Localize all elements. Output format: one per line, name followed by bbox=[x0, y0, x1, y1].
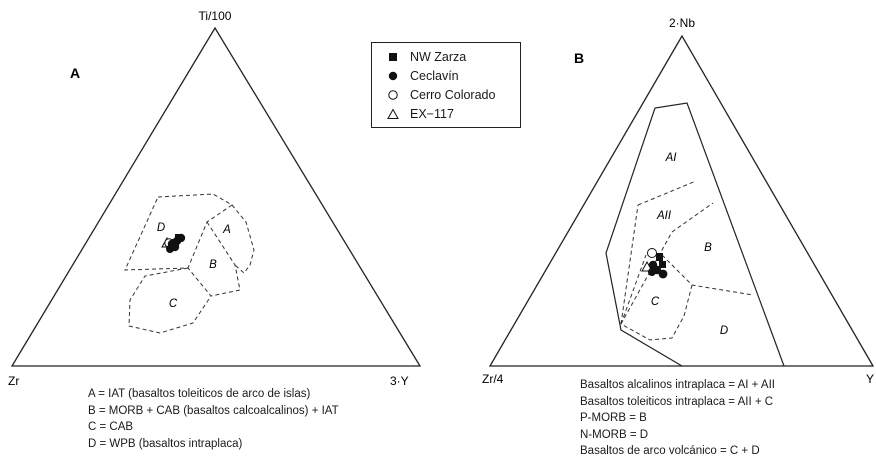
panel-b-solid-boundaries bbox=[605, 102, 785, 367]
panel-a-field-a-label: A bbox=[222, 224, 231, 236]
panel-b-aii-b-divider bbox=[671, 202, 714, 233]
panel-a-point-ceclavin bbox=[166, 245, 174, 253]
panel-b-point-ceclavin bbox=[648, 268, 656, 276]
panel-b-point-nw-zarza bbox=[659, 261, 666, 268]
panel-b: B 2·Nb Zr/4 Y AI AII B C D bbox=[482, 16, 875, 386]
open-circle-icon bbox=[388, 89, 398, 100]
panel-a-field-b-label: B bbox=[209, 259, 217, 271]
legend-label: Cerro Colorado bbox=[410, 87, 496, 102]
panel-a: A Ti/100 Zr 3·Y A B C D bbox=[8, 9, 422, 388]
panel-b-b-c-divider bbox=[661, 254, 754, 296]
panel-a-label: A bbox=[70, 65, 80, 81]
panel-b-notes: Basaltos alcalinos intraplaca = AI + AII… bbox=[580, 377, 775, 460]
panel-b-field-ai-label: AI bbox=[665, 152, 678, 164]
filled-circle-icon bbox=[388, 71, 398, 80]
panel-b-ai-aii-divider bbox=[637, 180, 697, 206]
legend-item-ceclavin: Ceclavín bbox=[386, 67, 459, 84]
legend-label: NW Zarza bbox=[410, 49, 467, 64]
panel-b-apex-right: Y bbox=[866, 372, 874, 386]
panel-a-apex-left: Zr bbox=[8, 374, 19, 388]
panel-b-dashed-boundaries bbox=[620, 180, 754, 341]
panel-a-field-d-label: D bbox=[157, 222, 165, 234]
panel-b-note: Basaltos de arco volcánico = C + D bbox=[580, 445, 760, 457]
legend-item-cerro-colorado: Cerro Colorado bbox=[386, 86, 495, 103]
panel-b-field-c-label: C bbox=[651, 296, 660, 308]
panel-b-label: B bbox=[574, 50, 584, 66]
panel-b-triangle bbox=[488, 34, 875, 367]
filled-square-icon bbox=[389, 52, 397, 61]
panel-a-field-c-boundary bbox=[128, 267, 212, 334]
panel-a-field-c-label: C bbox=[169, 298, 178, 310]
panel-b-field-d-label: D bbox=[720, 325, 728, 337]
panel-b-c-left-boundary-1 bbox=[620, 204, 639, 325]
panel-a-field-boundaries bbox=[124, 193, 255, 334]
panel-b-samples bbox=[641, 248, 668, 279]
panel-b-c-left-boundary-3 bbox=[620, 231, 673, 325]
panel-a-triangle bbox=[10, 26, 422, 367]
legend-item-nw-zarza: NW Zarza bbox=[386, 48, 466, 65]
panel-a-apex-right: 3·Y bbox=[390, 374, 409, 388]
panel-b-point-nw-zarza bbox=[656, 253, 663, 261]
panel-b-note: Basaltos alcalinos intraplaca = AI + AII bbox=[580, 379, 775, 391]
panel-b-note: Basaltos toleiticos intraplaca = AII + C bbox=[580, 395, 774, 408]
panel-a-note: B = MORB + CAB (basaltos calcoalcalinos)… bbox=[88, 404, 339, 417]
panel-b-ai-aii-outer-boundary bbox=[605, 102, 785, 367]
panel-a-note: D = WPB (basaltos intraplaca) bbox=[88, 437, 243, 450]
legend-label: EX−117 bbox=[410, 106, 454, 121]
panel-a-notes: A = IAT (basaltos toleiticos de arco de … bbox=[88, 386, 339, 452]
panel-b-c-left-boundary-2 bbox=[620, 254, 647, 325]
legend-label: Ceclavín bbox=[410, 68, 459, 83]
panel-b-point-ceclavin bbox=[658, 269, 668, 279]
panel-b-note: N-MORB = D bbox=[580, 428, 649, 441]
panel-a-apex-top: Ti/100 bbox=[199, 9, 232, 23]
panel-b-apex-top: 2·Nb bbox=[669, 16, 695, 30]
panel-b-field-b-label: B bbox=[704, 242, 712, 254]
panel-a-samples bbox=[161, 233, 186, 253]
panel-a-note: C = CAB bbox=[88, 421, 134, 433]
panel-b-note: P-MORB = B bbox=[580, 412, 647, 424]
panel-a-field-a-boundary bbox=[231, 204, 255, 274]
panel-a-note: A = IAT (basaltos toleiticos de arco de … bbox=[88, 388, 311, 400]
panel-b-c-lower-boundary bbox=[620, 284, 693, 341]
open-triangle-icon bbox=[387, 107, 399, 119]
panel-b-point-cerro-colorado bbox=[647, 248, 657, 258]
legend: NW Zarza Ceclavín Cerro Colorado EX−117 bbox=[371, 42, 521, 128]
panel-b-apex-left: Zr/4 bbox=[482, 372, 504, 386]
legend-item-ex117: EX−117 bbox=[386, 105, 454, 122]
panel-a-point-ceclavin bbox=[176, 233, 186, 243]
panel-b-field-aii-label: AII bbox=[656, 210, 672, 222]
